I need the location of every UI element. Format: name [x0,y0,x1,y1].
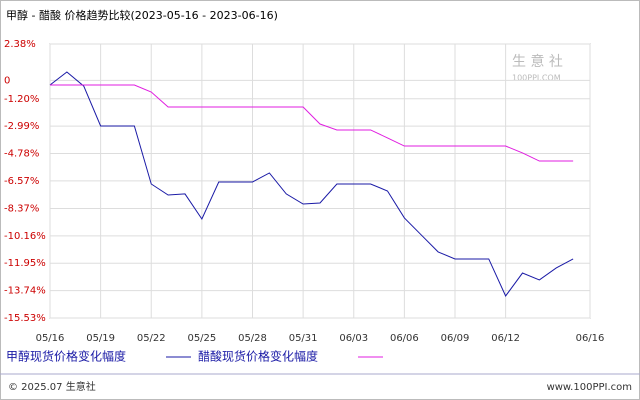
line [49,71,574,297]
y-tick-label: -10.16% [4,231,46,242]
x-tick-label: 06/09 [441,333,470,344]
legend-label: 甲醇现货价格变化幅度 [6,349,126,364]
watermark: 生 意 社 [512,53,563,70]
y-tick-label: -1.20% [4,94,39,105]
footer-right: www.100PPI.com [547,382,632,393]
y-tick-label: -8.37% [4,203,39,214]
x-tick-label: 06/06 [390,333,419,344]
x-tick-label: 06/12 [491,333,520,344]
x-tick-label: 05/25 [187,333,216,344]
y-tick-label: 0 [4,75,10,86]
y-tick-label: -6.57% [4,176,39,187]
x-tick-label: 05/28 [238,333,267,344]
x-tick-label: 05/31 [289,333,318,344]
chart-title: 甲醇 - 醋酸 价格趋势比较(2023-05-16 - 2023-06-16) [6,8,278,22]
footer-left: © 2025.07 生意社 [8,380,96,393]
y-tick-label: -15.53% [4,313,46,324]
x-tick-label: 06/16 [576,333,605,344]
watermark-url: 100PPI.COM [512,74,561,83]
line [50,84,574,162]
x-tick-label: 05/16 [36,333,65,344]
x-tick-label: 06/03 [339,333,368,344]
x-tick-label: 05/22 [137,333,166,344]
y-tick-label: 2.38% [4,39,36,50]
y-tick-label: -11.95% [4,258,46,269]
y-tick-label: -4.78% [4,149,39,160]
y-tick-label: -2.99% [4,121,39,132]
y-tick-label: -13.74% [4,286,46,297]
legend-label: 醋酸现货价格变化幅度 [198,349,318,364]
x-tick-label: 05/19 [86,333,115,344]
